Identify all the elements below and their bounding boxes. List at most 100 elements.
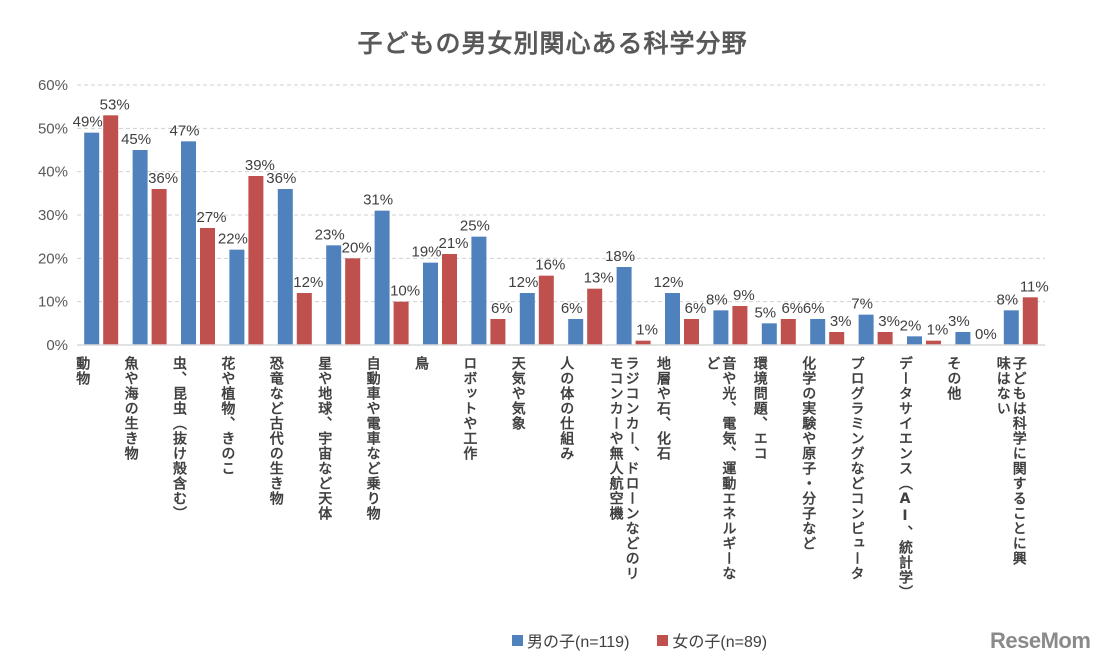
x-tick-label: 天気や気象	[509, 356, 526, 431]
data-label-boys: 49%	[73, 114, 103, 131]
bar-girls	[296, 293, 312, 345]
bar-girls	[587, 288, 603, 345]
bars	[84, 115, 1038, 345]
y-tick-label: 30%	[38, 207, 68, 224]
y-tick-label: 50%	[38, 120, 68, 137]
x-tick-label: 自動車や電車など乗り物	[364, 356, 381, 521]
x-tick-label: 人の体の仕組み	[558, 356, 575, 461]
x-tick-label: プログラミングなどコンピュータ	[848, 356, 865, 581]
data-label-girls: 1%	[927, 322, 949, 339]
bar-boys	[955, 332, 971, 345]
x-tick-label: 環境問題、エコ	[751, 356, 768, 461]
legend-label-boys: 男の子(n=119)	[527, 634, 630, 651]
bar-girls	[200, 228, 215, 345]
data-label-boys: 18%	[605, 248, 635, 265]
x-tick-label: その他	[945, 356, 962, 401]
bar-girls	[635, 340, 651, 345]
bar-boys	[519, 293, 535, 345]
data-label-boys: 7%	[851, 296, 873, 313]
data-label-boys: 31%	[363, 192, 393, 209]
chart-title: 子どもの男女別関心ある科学分野	[357, 29, 748, 58]
x-tick-label: 鳥	[413, 356, 429, 371]
x-tick-label: ラジコンカー、ドローンなどのリ モコンカーや無人航空機	[607, 356, 640, 581]
data-label-boys: 12%	[653, 274, 683, 291]
data-label-girls: 6%	[781, 300, 803, 317]
x-tick-label: 地層や石、化石	[655, 356, 671, 461]
legend-swatch-boys	[512, 634, 523, 646]
bar-boys	[713, 310, 729, 345]
x-tick-label: 化学の実験や原子・分子など	[800, 356, 817, 551]
bar-girls	[248, 176, 264, 345]
bar-boys	[374, 210, 390, 345]
bar-boys	[616, 267, 632, 345]
data-label-girls: 21%	[438, 235, 468, 252]
x-tick-label: 花や植物、きのこ	[219, 356, 236, 476]
data-label-boys: 6%	[561, 300, 583, 317]
data-label-boys: 2%	[900, 317, 922, 334]
bar-boys	[568, 319, 584, 345]
y-tick-label: 60%	[38, 77, 68, 94]
data-label-boys: 45%	[121, 131, 151, 148]
x-tick-label: 星や地球、宇宙など天体	[316, 356, 333, 521]
x-tick-label: ロボットや工作	[461, 356, 478, 461]
data-label-girls: 27%	[196, 209, 226, 226]
bar-girls	[393, 301, 409, 345]
bar-girls	[151, 189, 167, 345]
bar-boys	[84, 132, 100, 345]
bar-boys	[858, 314, 874, 345]
bar-boys	[665, 293, 680, 345]
data-label-girls: 3%	[878, 313, 900, 330]
data-label-boys: 22%	[218, 231, 248, 248]
legend-item-boys: 男の子(n=119)	[512, 628, 629, 652]
bar-boys	[907, 336, 922, 345]
data-label-girls: 11%	[1020, 278, 1049, 295]
data-labels: 49%45%47%22%36%23%31%19%25%12%6%18%12%8%…	[73, 96, 1049, 343]
data-label-boys: 25%	[460, 218, 490, 235]
data-label-boys: 3%	[948, 313, 970, 330]
bar-girls	[732, 306, 748, 345]
data-label-girls: 20%	[342, 239, 372, 256]
data-label-girls: 12%	[293, 274, 323, 291]
bar-boys	[326, 245, 342, 345]
bar-boys	[229, 249, 245, 345]
y-tick-label: 20%	[38, 250, 68, 267]
bar-boys	[471, 236, 487, 345]
bar-girls	[345, 258, 361, 345]
data-label-boys: 19%	[411, 244, 441, 261]
data-label-boys: 12%	[508, 274, 538, 291]
data-label-boys: 47%	[169, 122, 199, 139]
x-tick-label: 子どもは科学に関することに興 味はない	[994, 356, 1027, 566]
bar-girls	[829, 332, 845, 345]
x-tick-label: 音や光、電気、運動エネルギーな ど	[704, 356, 737, 581]
bar-girls	[103, 115, 119, 345]
data-label-girls: 39%	[245, 157, 275, 174]
data-label-girls: 16%	[535, 257, 565, 274]
x-tick-label: 恐竜など古代の生き物	[267, 356, 284, 506]
data-label-girls: 9%	[733, 287, 755, 304]
bar-girls	[877, 332, 893, 345]
data-label-boys: 6%	[803, 300, 825, 317]
y-tick-label: 40%	[38, 164, 68, 181]
data-label-boys: 23%	[315, 226, 345, 243]
legend-item-girls: 女の子(n=89)	[657, 628, 767, 652]
bar-girls	[926, 340, 941, 345]
data-label-girls: 6%	[685, 300, 707, 317]
data-label-boys: 36%	[266, 170, 296, 187]
bar-girls	[1022, 297, 1038, 345]
bar-girls	[490, 319, 506, 345]
data-label-boys: 8%	[996, 291, 1018, 308]
bar-boys	[181, 141, 196, 345]
data-label-girls: 13%	[584, 270, 614, 287]
bar-boys	[761, 323, 777, 345]
data-label-girls: 3%	[830, 313, 852, 330]
bar-boys	[423, 262, 438, 345]
y-tick-label: 10%	[38, 294, 68, 311]
legend-swatch-girls	[657, 634, 669, 646]
bar-boys	[277, 189, 293, 345]
x-tick-label: 虫、昆虫（抜け殻含む）	[171, 356, 187, 521]
data-label-girls: 10%	[390, 283, 420, 300]
bar-girls	[442, 254, 457, 345]
bar-girls	[684, 319, 699, 345]
data-label-girls: 6%	[491, 300, 513, 317]
